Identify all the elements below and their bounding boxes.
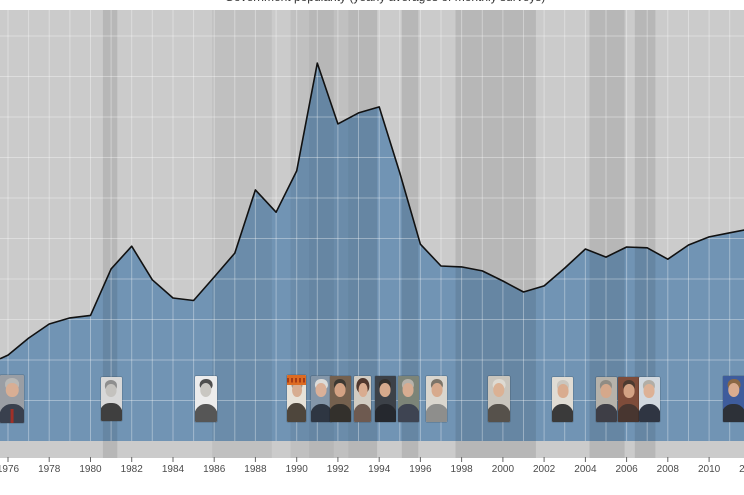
x-axis-label: 1996	[409, 464, 432, 475]
term-band	[634, 10, 656, 458]
x-axis-label: 1978	[38, 464, 61, 475]
x-axis-label: 1980	[79, 464, 102, 475]
popularity-area	[0, 63, 744, 441]
x-axis-label: 2002	[533, 464, 556, 475]
x-axis-label: 2006	[615, 464, 638, 475]
x-axis-label: 1994	[368, 464, 391, 475]
term-band	[333, 10, 349, 458]
x-axis-label: 2010	[698, 464, 721, 475]
term-band	[290, 10, 310, 458]
term-band	[102, 10, 118, 458]
x-axis-label: 1986	[203, 464, 226, 475]
x-axis-label: 2008	[657, 464, 680, 475]
popularity-line	[0, 62, 744, 360]
x-axis-label: 1984	[162, 464, 185, 475]
x-axis-label: 1976	[0, 464, 20, 475]
x-axis-label: 1990	[286, 464, 309, 475]
term-band	[212, 10, 272, 458]
x-axis-label: 1998	[450, 464, 473, 475]
term-band	[348, 10, 378, 458]
x-axis-label: 1988	[244, 464, 267, 475]
x-axis-label: 2012	[739, 464, 744, 475]
chart-title-clipped: Government popularity (yearly averages o…	[0, 0, 744, 4]
x-axis-label: 1982	[121, 464, 144, 475]
term-band	[589, 10, 625, 458]
x-axis-label: 1992	[327, 464, 350, 475]
x-axis-label: 2000	[492, 464, 515, 475]
x-axis-label: 2004	[574, 464, 597, 475]
term-band	[401, 10, 419, 458]
